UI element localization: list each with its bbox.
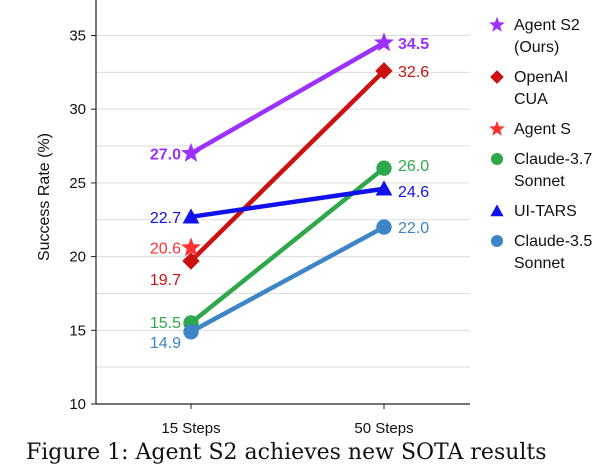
data-label: 32.6 bbox=[398, 64, 429, 81]
point-marker bbox=[490, 152, 504, 166]
legend-label: UI-TARS bbox=[514, 203, 577, 220]
point-marker bbox=[181, 237, 201, 257]
series-agent-s2-ours- bbox=[181, 32, 394, 162]
legend-entry: Agent S bbox=[489, 120, 571, 138]
y-tick-label: 35 bbox=[69, 27, 86, 44]
y-axis-title: Success Rate (%) bbox=[36, 132, 53, 262]
point-marker bbox=[376, 219, 392, 235]
point-marker bbox=[489, 16, 505, 32]
data-label: 15.5 bbox=[150, 315, 181, 332]
legend-label: Agent S2 bbox=[514, 17, 580, 34]
series-agent-s bbox=[181, 237, 201, 257]
data-label: 22.0 bbox=[398, 220, 429, 237]
legend-label: (Ours) bbox=[514, 39, 559, 56]
legend-entry: UI-TARS bbox=[490, 203, 577, 220]
point-marker bbox=[182, 252, 200, 270]
legend-entry: Agent S2 (Ours) bbox=[489, 16, 580, 56]
data-label: 20.6 bbox=[150, 241, 181, 258]
x-tick-labels: 15 Steps 50 Steps bbox=[161, 404, 414, 437]
y-tick-label: 15 bbox=[69, 322, 86, 339]
y-tick-label: 10 bbox=[69, 396, 86, 413]
line-chart: 10 15 20 25 30 35 15 Steps 50 Steps 27.0 34.5 19… bbox=[69, 0, 592, 437]
legend-label: Claude-3.5 bbox=[514, 233, 592, 250]
series-claude-3-5-sonnet bbox=[183, 219, 392, 340]
gridlines bbox=[96, 34, 470, 368]
y-tick-label: 25 bbox=[69, 175, 86, 192]
data-label: 34.5 bbox=[398, 36, 429, 53]
legend: Agent S2 (Ours) OpenAI CUA Agent S Claude-3.7… bbox=[489, 16, 592, 272]
legend-entry: OpenAI CUA bbox=[490, 69, 568, 108]
legend-label: Claude-3.7 bbox=[514, 151, 592, 168]
data-labels: 27.0 34.5 19.7 32.6 20.6 15.5 26.0 22.7 24.6 14.9… bbox=[150, 36, 429, 352]
legend-label: Agent S bbox=[514, 121, 571, 138]
series-line bbox=[189, 225, 386, 334]
data-label: 14.9 bbox=[150, 335, 181, 352]
legend-entry: Claude-3.7 Sonnet bbox=[490, 151, 592, 190]
point-marker bbox=[376, 160, 392, 176]
data-label: 22.7 bbox=[150, 210, 181, 227]
y-tick-labels: 10 15 20 25 30 35 bbox=[69, 27, 96, 413]
point-marker bbox=[375, 62, 393, 80]
series-line bbox=[190, 186, 385, 220]
point-marker bbox=[181, 142, 201, 162]
legend-label: Sonnet bbox=[514, 255, 565, 272]
data-label: 24.6 bbox=[398, 184, 429, 201]
point-marker bbox=[183, 324, 199, 340]
series-line bbox=[189, 40, 386, 156]
figure-caption: Figure 1: Agent S2 achieves new SOTA res… bbox=[26, 440, 547, 465]
axes bbox=[95, 0, 470, 405]
series-ui-tars bbox=[182, 180, 393, 224]
legend-label: CUA bbox=[514, 91, 548, 108]
point-marker bbox=[375, 180, 393, 196]
series-openai-cua bbox=[182, 62, 393, 270]
series-claude-3-7-sonnet bbox=[183, 160, 392, 331]
y-tick-label: 30 bbox=[69, 101, 86, 118]
point-marker bbox=[374, 32, 394, 52]
series-line bbox=[189, 69, 386, 263]
point-marker bbox=[182, 208, 200, 224]
legend-entry: Claude-3.5 Sonnet bbox=[490, 233, 592, 272]
y-tick-label: 20 bbox=[69, 249, 86, 266]
data-label: 19.7 bbox=[150, 272, 181, 289]
point-marker bbox=[490, 204, 504, 217]
legend-label: OpenAI bbox=[514, 69, 568, 86]
point-marker bbox=[490, 234, 504, 248]
data-label: 26.0 bbox=[398, 158, 429, 175]
x-tick-label: 15 Steps bbox=[161, 420, 220, 437]
x-tick-label: 50 Steps bbox=[354, 420, 413, 437]
point-marker bbox=[489, 120, 505, 136]
series-lines bbox=[181, 32, 394, 340]
legend-label: Sonnet bbox=[514, 173, 565, 190]
point-marker bbox=[490, 70, 504, 84]
data-label: 27.0 bbox=[150, 146, 181, 163]
